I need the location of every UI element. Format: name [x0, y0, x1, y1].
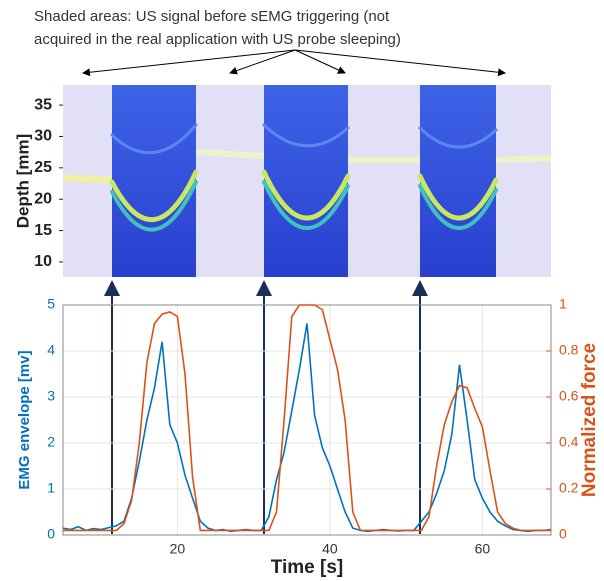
- y2-tick-label: 0.8: [559, 342, 579, 358]
- data-line: [63, 304, 551, 532]
- y-axis-label: EMG envelope [mv]: [16, 350, 33, 489]
- y2-tick-label: 0: [559, 526, 567, 542]
- y-tick-label: 30: [34, 128, 52, 145]
- y2-axis-label: Normalized force: [579, 343, 600, 497]
- y-tick-label: 4: [47, 342, 55, 358]
- y-tick-label: 25: [34, 159, 52, 176]
- y-tick-label: 1: [47, 480, 55, 496]
- x-axis-label: Time [s]: [271, 557, 344, 578]
- plot-frame: [62, 304, 552, 536]
- y2-tick-label: 0.2: [559, 480, 579, 496]
- ultrasound-image: [62, 85, 552, 277]
- y-tick-label: 20: [34, 190, 52, 207]
- annotation: Shaded areas: US signal before sEMG trig…: [34, 8, 390, 25]
- y-tick-label: 2: [47, 434, 55, 450]
- x-tick-label: 20: [170, 541, 186, 557]
- data-line: [62, 323, 552, 533]
- trigger-arrows: [104, 280, 428, 534]
- annotation: acquired in the real application with US…: [34, 31, 401, 48]
- y-tick-label: 0: [47, 526, 55, 542]
- x-tick-label: 40: [322, 541, 338, 557]
- y2-tick-label: 0.6: [559, 388, 579, 404]
- y-tick-label: 3: [47, 388, 55, 404]
- y-tick-label: 15: [34, 222, 52, 239]
- y2-tick-label: 1: [559, 296, 567, 312]
- annotation-arrows: [82, 49, 506, 77]
- y-tick-label: 5: [47, 296, 55, 312]
- y-tick-label: 35: [34, 96, 52, 113]
- y-tick-label: 10: [34, 253, 52, 270]
- x-tick-label: 60: [475, 541, 491, 557]
- y-axis-label: Depth [mm]: [13, 134, 32, 228]
- y2-tick-label: 0.4: [559, 434, 579, 450]
